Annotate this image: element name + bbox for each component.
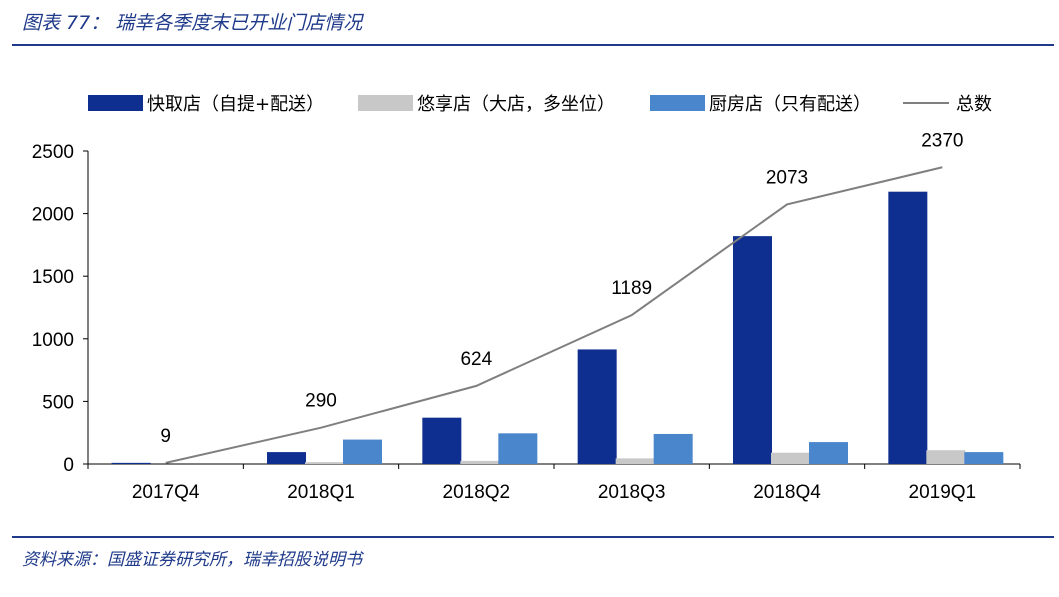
bar-series-1 bbox=[733, 236, 772, 464]
total-data-label: 9 bbox=[160, 426, 171, 447]
total-line-path bbox=[165, 166, 943, 464]
legend-swatch-series-3 bbox=[650, 95, 705, 111]
x-tick-label: 2017Q4 bbox=[132, 482, 200, 503]
bar-series-2 bbox=[615, 458, 655, 464]
bar-series-3 bbox=[964, 452, 1004, 464]
total-data-label: 290 bbox=[305, 391, 337, 412]
bar-series-3 bbox=[653, 433, 693, 464]
bar-series-2 bbox=[771, 452, 810, 464]
total-data-label: 2073 bbox=[766, 167, 808, 188]
bar-series-1 bbox=[577, 349, 617, 464]
bar-series-3 bbox=[498, 433, 538, 464]
y-tick-label: 500 bbox=[42, 392, 74, 413]
bar-series-3 bbox=[809, 442, 848, 464]
total-data-label: 624 bbox=[460, 349, 492, 370]
bar-series-1 bbox=[267, 452, 306, 464]
data-labels: 9 290 624 1189 2073 2370 bbox=[160, 130, 963, 447]
y-tick-label: 2500 bbox=[32, 142, 74, 163]
y-tick-label: 1500 bbox=[32, 267, 74, 288]
bar-series-1 bbox=[111, 462, 151, 464]
legend-swatch-series-1 bbox=[88, 95, 143, 111]
x-tick-label: 2019Q1 bbox=[909, 482, 977, 503]
legend-label: 快取店（自提+配送） bbox=[147, 94, 324, 115]
bar-series-1 bbox=[888, 191, 928, 464]
axes: 0 500 1000 1500 2000 2500 2017Q4 2018Q1 2018Q2 20… bbox=[32, 142, 1021, 503]
x-tick-label: 2018Q2 bbox=[443, 482, 511, 503]
bar-series-2 bbox=[305, 462, 344, 464]
bar-series-2 bbox=[926, 450, 966, 464]
title-divider bbox=[12, 44, 1054, 46]
x-tick-label: 2018Q1 bbox=[287, 482, 355, 503]
bars bbox=[111, 191, 1004, 464]
figure-title: 图表 77： 瑞幸各季度末已开业门店情况 bbox=[22, 12, 363, 34]
legend-label: 悠享店（大店，多坐位） bbox=[417, 94, 615, 115]
source-divider bbox=[12, 536, 1054, 538]
y-tick-label: 0 bbox=[63, 455, 74, 476]
legend: 快取店（自提+配送） 悠享店（大店，多坐位） 厨房店（只有配送） 总数 bbox=[88, 94, 992, 115]
source-note: 资料来源：国盛证券研究所，瑞幸招股说明书 bbox=[22, 550, 362, 570]
bar-series-3 bbox=[343, 439, 382, 464]
legend-swatch-series-2 bbox=[358, 95, 413, 111]
bar-series-2 bbox=[460, 460, 500, 464]
x-tick-label: 2018Q4 bbox=[753, 482, 821, 503]
legend-label: 厨房店（只有配送） bbox=[709, 94, 871, 115]
y-tick-label: 1000 bbox=[32, 330, 74, 351]
total-data-label: 1189 bbox=[611, 278, 652, 299]
total-line bbox=[165, 166, 943, 464]
x-tick-label: 2018Q3 bbox=[598, 482, 666, 503]
total-data-label: 2370 bbox=[921, 130, 963, 151]
bar-series-1 bbox=[422, 417, 462, 464]
y-tick-label: 2000 bbox=[32, 205, 74, 226]
legend-label: 总数 bbox=[956, 94, 992, 115]
